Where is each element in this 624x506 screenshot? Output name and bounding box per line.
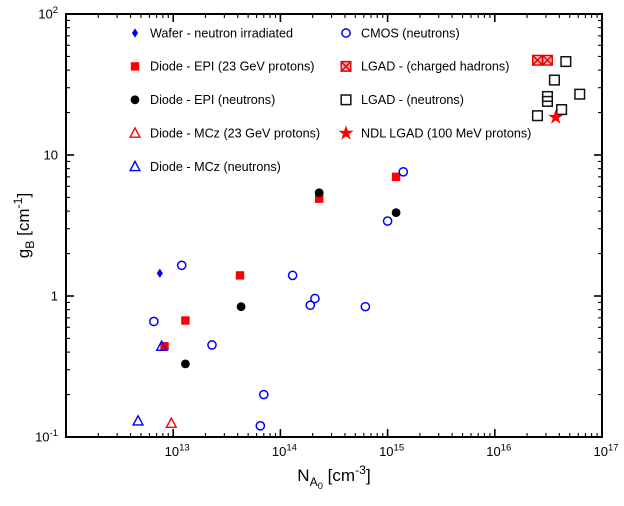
data-point [156, 268, 163, 278]
data-point [314, 188, 324, 198]
legend-item-6: LGAD - (charged hadrons) [340, 60, 509, 74]
x-tick-label: 1014 [272, 443, 297, 459]
data-point [391, 172, 401, 182]
data-point [235, 271, 245, 280]
data-point [541, 90, 554, 103]
legend-label: Wafer - neutron irradiated [150, 26, 293, 40]
data-series-4 [131, 339, 168, 426]
data-series-0 [156, 268, 163, 278]
y-tick-label: 10-1 [35, 428, 58, 444]
data-series-6 [531, 54, 553, 66]
data-point [548, 74, 560, 86]
legend-label: LGAD - (neutrons) [361, 93, 464, 107]
legend-label: Diode - EPI (neutrons) [150, 93, 275, 107]
legend-label: Diode - EPI (23 GeV protons) [150, 60, 315, 74]
legend-item-8: NDL LGAD (100 MeV protons) [338, 125, 531, 141]
x-tick-label: 1016 [486, 443, 511, 459]
legend-marker-circle-filled-icon [130, 95, 140, 105]
data-point [149, 316, 159, 327]
data-point [258, 389, 269, 400]
data-point [531, 54, 543, 66]
legend-marker-star-filled-icon [338, 125, 354, 140]
x-tick-label: 1013 [165, 443, 190, 459]
legend-label: LGAD - (charged hadrons) [361, 60, 509, 74]
data-point [360, 301, 371, 312]
data-point [155, 339, 168, 351]
legend-label: Diode - MCz (neutrons) [150, 160, 281, 174]
legend-marker-square-filled-icon [130, 62, 140, 71]
data-point [560, 56, 572, 68]
data-series-1 [160, 172, 401, 351]
data-point [181, 316, 190, 325]
data-series-7 [531, 56, 586, 122]
legend-marker-square-crossed-icon [340, 60, 352, 72]
data-point [541, 54, 553, 66]
data-point [531, 110, 544, 122]
legend-marker-triangle-open-icon [128, 126, 142, 138]
legend-label: CMOS (neutrons) [361, 26, 460, 40]
data-point [305, 300, 316, 311]
legend: Wafer - neutron irradiated Diode - EPI (2… [128, 26, 531, 174]
y-tick-label: 10 [44, 148, 58, 163]
legend-item-4: Diode - MCz (neutrons) [128, 159, 281, 174]
data-point [287, 270, 298, 281]
legend-label: NDL LGAD (100 MeV protons) [361, 127, 531, 141]
data-point [131, 414, 145, 426]
data-point [314, 194, 324, 203]
data-point [310, 293, 320, 304]
legend-marker-circle-open-icon [341, 28, 351, 38]
legend-item-5: CMOS (neutrons) [341, 26, 460, 40]
legend-label: Diode - MCz (23 GeV protons) [150, 127, 320, 141]
legend-item-0: Wafer - neutron irradiated [131, 26, 293, 40]
data-point [176, 260, 187, 271]
x-axis-title: NA0 [cm-3] [297, 463, 370, 491]
data-point [181, 359, 190, 369]
data-point [391, 208, 401, 218]
data-point [556, 104, 568, 116]
x-tick-label: 1017 [593, 443, 618, 459]
legend-item-1: Diode - EPI (23 GeV protons) [130, 60, 315, 74]
data-series-2 [181, 188, 401, 369]
legend-item-7: LGAD - (neutrons) [340, 93, 464, 107]
data-point [165, 416, 178, 429]
data-series-5 [149, 166, 409, 431]
legend-item-3: Diode - MCz (23 GeV protons) [128, 126, 320, 141]
data-point [382, 216, 393, 226]
legend-item-2: Diode - EPI (neutrons) [130, 93, 275, 107]
x-axis: 1013 1014 1015 1016 1017 NA0 [cm-3] [97, 14, 619, 491]
plot-frame [65, 13, 603, 438]
legend-marker-diamond-filled-icon [131, 28, 139, 38]
y-tick-label: 1 [51, 289, 58, 304]
legend-marker-square-open-icon [340, 94, 352, 106]
data-point [207, 340, 217, 350]
data-series-8 [548, 109, 564, 124]
data-point [398, 166, 409, 177]
data-point [255, 420, 266, 431]
data-point [236, 302, 246, 312]
y-axis-title: gB [cm-1] [11, 193, 37, 258]
data-point [574, 88, 586, 100]
x-tick-label: 1015 [379, 443, 404, 459]
data-point [548, 109, 564, 124]
y-axis: 10-1 1 10 102 gB [cm-1] [11, 5, 602, 445]
legend-marker-triangle-open-icon [128, 159, 142, 172]
data-series-3 [165, 416, 178, 429]
y-tick-label: 102 [38, 5, 58, 21]
